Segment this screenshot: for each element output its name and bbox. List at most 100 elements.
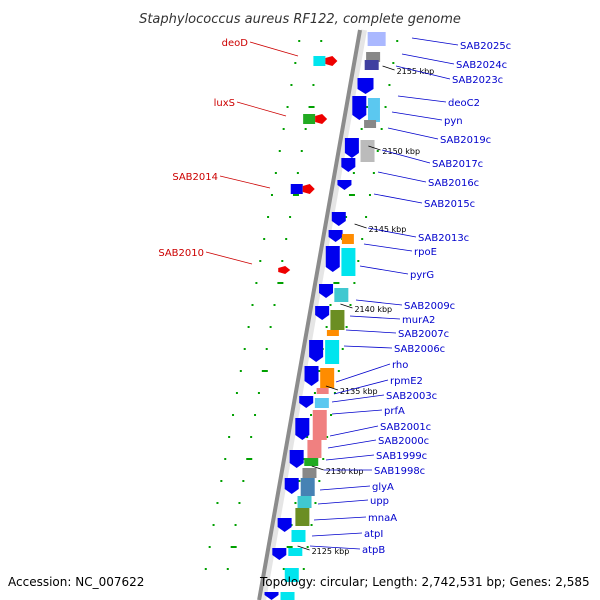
reverse-gene-label: deoC2 [448, 98, 480, 109]
kbp-ticks: 2155 kbp 2150 kbp 2145 kbp 2140 kbp 2135 kbp… [297, 65, 434, 556]
reverse-gene-label: SAB2016c [428, 178, 479, 189]
track-dot [226, 568, 229, 570]
track-dot [273, 304, 276, 306]
reverse-gene-block [320, 368, 335, 388]
track-dot [318, 480, 321, 482]
reverse-label-connector [363, 243, 413, 252]
kbp-tick-mark [340, 303, 353, 309]
track-dot [269, 326, 272, 328]
kbp-tick-label: 2125 kbp [312, 547, 350, 556]
reverse-label-connector [329, 425, 379, 437]
reverse-gene-block [325, 340, 340, 364]
forward-gene-label: SAB2014 [172, 172, 218, 183]
track-dot [310, 414, 313, 416]
track-dot [298, 40, 301, 42]
track-dot [239, 370, 242, 372]
reverse-gene-label: SAB2009c [404, 301, 455, 312]
kbp-tick-mark [325, 385, 339, 391]
track-dot [392, 62, 395, 64]
track-dot [322, 458, 325, 460]
gene-features [264, 32, 386, 600]
track-dot [349, 304, 352, 306]
reverse-gene-label: mnaA [368, 513, 397, 524]
reverse-label-connector [317, 499, 369, 505]
track-dot [308, 106, 315, 108]
backbone-line [257, 29, 362, 600]
reverse-gene-label: SAB2024c [456, 60, 507, 71]
track-dot [337, 370, 340, 372]
track-dot [345, 326, 348, 328]
reverse-label-connector [387, 127, 439, 140]
track-dot [296, 172, 299, 174]
track-dot [257, 392, 260, 394]
track-dot [238, 502, 241, 504]
deoD-gene-block [313, 56, 326, 66]
reverse-gene-arrow [264, 592, 279, 600]
reverse-gene-label: SAB1999c [376, 451, 427, 462]
reverse-label-connector [401, 53, 455, 65]
track-dot [306, 436, 309, 438]
track-dot [357, 260, 360, 262]
track-dot [376, 150, 379, 152]
reverse-label-connector [343, 345, 393, 349]
kbp-tick-mark [297, 545, 310, 551]
track-dot [246, 458, 253, 460]
reverse-label-connector [373, 193, 423, 204]
track-dot [333, 392, 336, 394]
track-dot [380, 128, 383, 130]
reverse-gene-block [364, 120, 377, 128]
reverse-label-connector [333, 379, 389, 395]
kbp-tick-mark [311, 465, 324, 471]
reverse-gene-label: atpB [362, 545, 385, 556]
kbp-tick-mark [382, 65, 395, 71]
reverse-gene-block [367, 98, 380, 122]
track-dot [243, 348, 246, 350]
reverse-label-connector [309, 545, 361, 550]
reverse-gene-block [314, 398, 329, 408]
backbone-shadow [260, 29, 367, 600]
track-dot [294, 502, 297, 504]
reverse-label-connector [411, 37, 459, 46]
track-dot [220, 480, 223, 482]
track-dot [348, 194, 355, 196]
reverse-label-connector [327, 439, 377, 449]
reverse-label-connector [345, 329, 397, 334]
luxS-gene-block [303, 114, 316, 124]
reverse-gene-label: SAB2019c [440, 135, 491, 146]
reverse-gene-arrow [341, 158, 356, 172]
kbp-tick-label: 2135 kbp [340, 387, 378, 396]
reverse-gene-block [367, 32, 386, 46]
reverse-gene-arrow [304, 366, 319, 386]
reverse-gene-label: rpoE [414, 247, 437, 258]
track-dot [254, 414, 257, 416]
track-dot [224, 458, 227, 460]
reverse-label-connector [313, 516, 367, 521]
track-dot [232, 414, 235, 416]
reverse-gene-arrow [325, 246, 340, 272]
track-dot [228, 436, 231, 438]
reverse-gene-arrow [299, 396, 314, 408]
reverse-label-connector [359, 265, 409, 275]
reverse-gene-block [364, 60, 379, 70]
reverse-gene-block [307, 440, 322, 458]
track-dot [216, 502, 219, 504]
track-dot [230, 546, 237, 548]
track-dot [361, 238, 364, 240]
track-dot [294, 62, 297, 64]
reverse-gene-block [341, 234, 354, 244]
track-dot [286, 546, 293, 548]
reverse-gene-block [316, 388, 329, 394]
reverse-gene-arrow [352, 96, 367, 120]
reverse-gene-block [360, 140, 375, 162]
track-dot [302, 568, 305, 570]
track-dot [306, 546, 309, 548]
track-dot [267, 216, 270, 218]
accession-text: Accession: NC_007622 [8, 575, 145, 589]
reverse-gene-label: prfA [384, 406, 405, 417]
track-dot [278, 150, 281, 152]
track-dot [314, 502, 317, 504]
reverse-gene-arrow [357, 78, 374, 94]
track-dot [204, 568, 207, 570]
reverse-gene-block [330, 310, 345, 330]
